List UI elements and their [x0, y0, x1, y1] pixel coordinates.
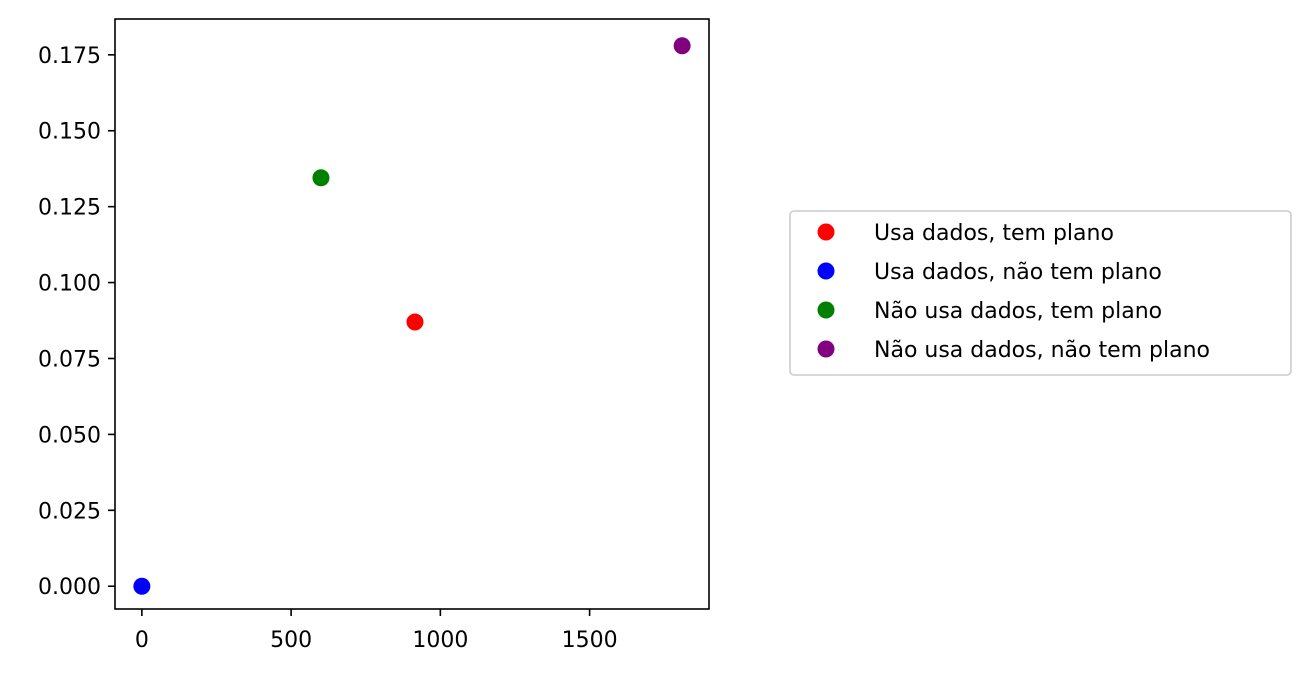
y-tick-label: 0.000: [38, 575, 101, 600]
legend-label: Usa dados, não tem plano: [874, 260, 1162, 285]
y-tick-label: 0.150: [38, 120, 101, 145]
y-tick-label: 0.125: [38, 196, 101, 221]
y-tick-label: 0.050: [38, 423, 101, 448]
x-tick-label: 1500: [562, 628, 618, 653]
legend-marker: [817, 262, 835, 280]
legend-marker: [817, 301, 835, 319]
legend-marker: [817, 340, 835, 358]
y-tick-label: 0.175: [38, 44, 101, 69]
legend-label: Não usa dados, não tem plano: [874, 338, 1210, 363]
x-tick-label: 0: [135, 628, 149, 653]
legend: Usa dados, tem plano Usa dados, não tem p…: [789, 210, 1292, 376]
legend-box: [789, 210, 1292, 376]
legend-marker: [817, 223, 835, 241]
legend-label: Não usa dados, tem plano: [874, 299, 1162, 324]
legend-label: Usa dados, tem plano: [874, 221, 1114, 246]
data-point: [673, 37, 691, 55]
x-tick-label: 500: [270, 628, 312, 653]
data-point: [312, 169, 330, 187]
x-tick-label: 1000: [412, 628, 468, 653]
y-tick-label: 0.100: [38, 272, 101, 297]
plot-area: 0 500 1000 1500 0.000 0.025 0.050 0.075 0.100 0.1…: [38, 18, 710, 653]
y-tick-label: 0.025: [38, 499, 101, 524]
axes-frame: [114, 18, 710, 610]
data-point: [406, 313, 424, 331]
data-point: [133, 577, 151, 595]
y-tick-label: 0.075: [38, 347, 101, 372]
